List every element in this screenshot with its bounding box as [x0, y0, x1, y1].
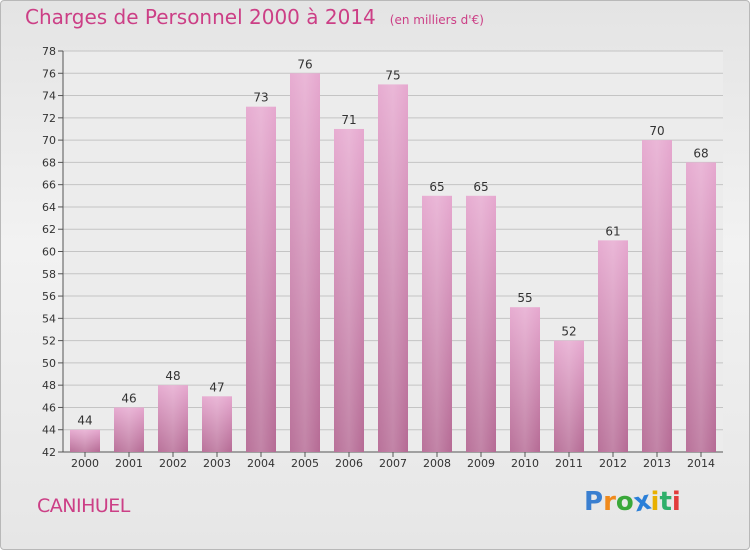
bar-highlight [70, 429, 100, 452]
y-tick-label: 66 [42, 179, 56, 192]
data-label: 65 [473, 180, 488, 194]
logo-letter: o [615, 487, 634, 517]
x-tick-label: 2008 [423, 457, 451, 470]
logo-letter: t [659, 487, 672, 517]
x-tick-label: 2010 [511, 457, 539, 470]
x-tick-label: 2003 [203, 457, 231, 470]
y-tick-label: 42 [42, 446, 56, 459]
data-label: 55 [517, 291, 532, 305]
y-tick-label: 62 [42, 223, 56, 236]
y-tick-label: 56 [42, 290, 56, 303]
x-tick-label: 2001 [115, 457, 143, 470]
x-tick-label: 2009 [467, 457, 495, 470]
x-tick-label: 2013 [643, 457, 671, 470]
data-label: 71 [341, 113, 356, 127]
x-tick-label: 2006 [335, 457, 363, 470]
y-tick-label: 48 [42, 379, 56, 392]
data-label: 52 [561, 325, 576, 339]
bar-highlight [422, 195, 452, 453]
x-tick-label: 2014 [687, 457, 715, 470]
data-label: 70 [649, 124, 664, 138]
y-tick-label: 76 [42, 67, 56, 80]
x-tick-label: 2005 [291, 457, 319, 470]
bar-highlight [642, 140, 672, 452]
bar-highlight [510, 307, 540, 452]
x-tick-label: 2012 [599, 457, 627, 470]
x-tick-label: 2004 [247, 457, 275, 470]
x-tick-label: 2011 [555, 457, 583, 470]
y-tick-label: 54 [42, 312, 56, 325]
data-label: 75 [385, 68, 400, 82]
chart-title-text: Charges de Personnel 2000 à 2014 [25, 5, 376, 29]
y-tick-label: 68 [42, 156, 56, 169]
logo-letter: r [603, 487, 616, 517]
bar-highlight [598, 240, 628, 452]
data-label: 44 [77, 414, 92, 428]
data-label: 73 [253, 91, 268, 105]
y-tick-label: 58 [42, 268, 56, 281]
data-label: 47 [209, 380, 224, 394]
y-tick-label: 46 [42, 401, 56, 414]
data-label: 61 [605, 224, 620, 238]
logo-letter: i [650, 487, 660, 517]
y-tick-label: 72 [42, 112, 56, 125]
logo-letter: P [584, 487, 604, 517]
unit-note: (en milliers d'€) [389, 13, 484, 27]
data-label: 46 [121, 391, 136, 405]
commune-name: CANIHUEL [37, 495, 130, 517]
bar-highlight [686, 162, 716, 452]
y-tick-label: 70 [42, 134, 56, 147]
x-tick-label: 2000 [71, 457, 99, 470]
bar-highlight [378, 84, 408, 453]
y-tick-label: 44 [42, 424, 56, 437]
data-label: 68 [693, 146, 708, 160]
bar-highlight [202, 396, 232, 452]
bar-highlight [246, 106, 276, 452]
bar-highlight [334, 128, 364, 452]
bar-highlight [290, 73, 320, 453]
bar-highlight [158, 385, 188, 452]
chart-title: Charges de Personnel 2000 à 2014 (en mill… [25, 5, 484, 29]
y-tick-label: 74 [42, 90, 56, 103]
y-tick-label: 50 [42, 357, 56, 370]
data-label: 48 [165, 369, 180, 383]
x-tick-label: 2007 [379, 457, 407, 470]
logo-letter: i [671, 487, 681, 517]
bar-highlight [114, 407, 144, 452]
y-tick-label: 52 [42, 335, 56, 348]
x-tick-label: 2002 [159, 457, 187, 470]
y-tick-label: 78 [42, 45, 56, 58]
proxiti-logo: Proxiti [584, 486, 681, 519]
y-tick-label: 64 [42, 201, 56, 214]
bar-highlight [554, 340, 584, 452]
bar-highlight [466, 195, 496, 453]
data-label: 76 [297, 57, 312, 71]
y-tick-label: 60 [42, 246, 56, 259]
data-label: 65 [429, 180, 444, 194]
